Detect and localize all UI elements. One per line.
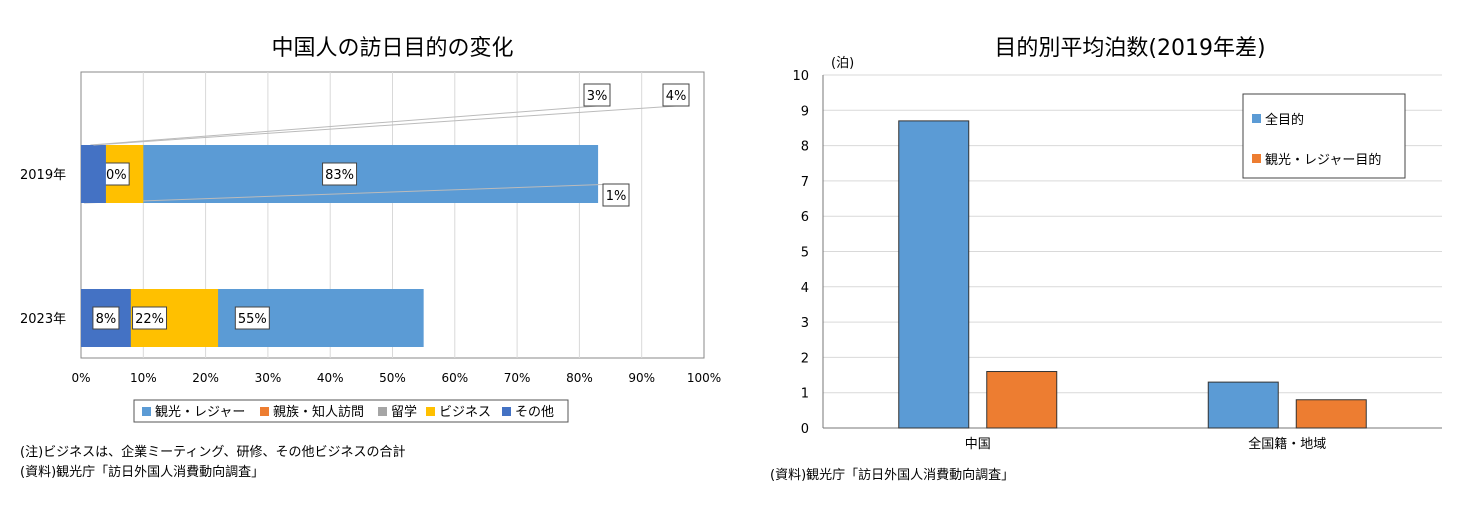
legend-box — [1242, 93, 1406, 179]
data-label-box — [92, 306, 120, 330]
legend-box — [133, 399, 569, 423]
x-tick-label: 80% — [566, 371, 593, 385]
legend-label: 観光・レジャー — [155, 405, 245, 420]
bar — [898, 120, 970, 429]
data-label: 4% — [666, 89, 687, 104]
y-tick-label: 7 — [801, 175, 809, 190]
x-tick-label: 40% — [317, 371, 344, 385]
legend-swatch — [378, 407, 387, 416]
source-note-right: (資料)観光庁「訪日外国人消費動向調査」 — [770, 468, 1015, 483]
x-tick-label: 90% — [628, 371, 655, 385]
legend-swatch — [502, 407, 511, 416]
bar — [1295, 399, 1367, 429]
y-tick-label: 2 — [801, 351, 809, 366]
category-label: 全国籍・地域 — [1248, 436, 1326, 452]
legend-label: ビジネス — [439, 405, 491, 420]
data-label-box — [322, 162, 358, 186]
bar — [986, 371, 1058, 429]
x-tick-label: 100% — [687, 371, 721, 385]
label-leader-line — [93, 105, 677, 146]
legend-swatch — [260, 407, 269, 416]
y-tick-label: 4 — [801, 281, 809, 296]
data-label: 3% — [587, 89, 608, 104]
bar — [1207, 381, 1279, 429]
data-label: 1% — [606, 189, 627, 204]
x-tick-label: 10% — [130, 371, 157, 385]
right-chart-title: 目的別平均泊数(2019年差) — [994, 36, 1266, 61]
data-label-box — [602, 183, 630, 207]
legend-label: 観光・レジャー目的 — [1265, 152, 1381, 168]
x-tick-label: 60% — [441, 371, 468, 385]
legend-label: 親族・知人訪問 — [273, 404, 364, 420]
source-note-left: (資料)観光庁「訪日外国人消費動向調査」 — [20, 465, 265, 480]
legend-swatch — [1252, 154, 1261, 163]
legend-label: 留学 — [391, 404, 417, 420]
y-tick-label: 3 — [801, 316, 809, 331]
y-tick-label: 5 — [801, 246, 809, 261]
category-label: 2019年 — [20, 168, 66, 183]
footnote-business: (注)ビジネスは、企業ミーティング、研修、その他ビジネスの合計 — [20, 445, 406, 460]
x-tick-label: 0% — [71, 371, 90, 385]
category-label: 2023年 — [20, 312, 66, 327]
legend-label: 全目的 — [1265, 112, 1304, 128]
y-tick-label: 1 — [801, 387, 809, 402]
stacked-bar-chart: 0% 10% 20% 30% 40% 50% 60% 70% 80% 90% 100% 2019年 83… — [20, 71, 721, 423]
y-tick-label: 10 — [792, 69, 809, 84]
label-leader-line — [90, 105, 598, 146]
legend-label: その他 — [515, 405, 554, 420]
y-tick-label: 8 — [801, 140, 809, 155]
label-leader-line — [84, 183, 617, 204]
data-label: 55% — [238, 312, 267, 327]
data-label-box — [583, 83, 611, 107]
data-label: 83% — [325, 168, 354, 183]
x-tick-label: 50% — [379, 371, 406, 385]
y-tick-label: 9 — [801, 104, 809, 119]
y-axis-unit: (泊) — [831, 56, 854, 71]
x-tick-label: 20% — [192, 371, 219, 385]
data-label: 22% — [135, 312, 164, 327]
bar-segment — [81, 145, 106, 203]
legend: 観光・レジャー 親族・知人訪問 留学 ビジネス その他 — [133, 399, 569, 423]
legend-swatch — [426, 407, 435, 416]
data-label-box — [132, 306, 168, 330]
data-label-box — [662, 83, 690, 107]
category-label: 中国 — [965, 437, 991, 452]
legend-swatch — [1252, 114, 1261, 123]
x-tick-label: 70% — [504, 371, 531, 385]
y-tick-label: 0 — [801, 422, 809, 437]
y-tick-label: 6 — [801, 210, 809, 225]
x-tick-label: 30% — [255, 371, 282, 385]
left-chart-title: 中国人の訪日目的の変化 — [271, 36, 514, 61]
legend-swatch — [142, 407, 151, 416]
data-label: 8% — [96, 312, 117, 327]
data-label-box — [234, 306, 270, 330]
